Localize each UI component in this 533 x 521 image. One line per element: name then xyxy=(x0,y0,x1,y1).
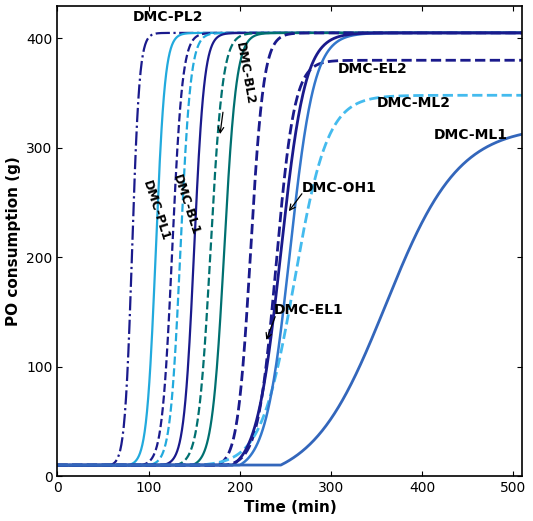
Text: DMC-ML1: DMC-ML1 xyxy=(434,128,508,142)
Text: DMC-BL2: DMC-BL2 xyxy=(232,41,256,106)
Text: DMC-PL2: DMC-PL2 xyxy=(133,10,204,24)
Text: DMC-EL2: DMC-EL2 xyxy=(338,62,408,76)
Text: DMC-ML2: DMC-ML2 xyxy=(376,96,450,110)
Text: DMC-PL1: DMC-PL1 xyxy=(140,179,172,243)
Text: DMC-BL1: DMC-BL1 xyxy=(171,172,203,237)
Text: DMC-EL1: DMC-EL1 xyxy=(273,303,343,317)
X-axis label: Time (min): Time (min) xyxy=(244,501,336,515)
Text: DMC-OH1: DMC-OH1 xyxy=(302,181,377,195)
Y-axis label: PO consumption (g): PO consumption (g) xyxy=(5,156,21,326)
